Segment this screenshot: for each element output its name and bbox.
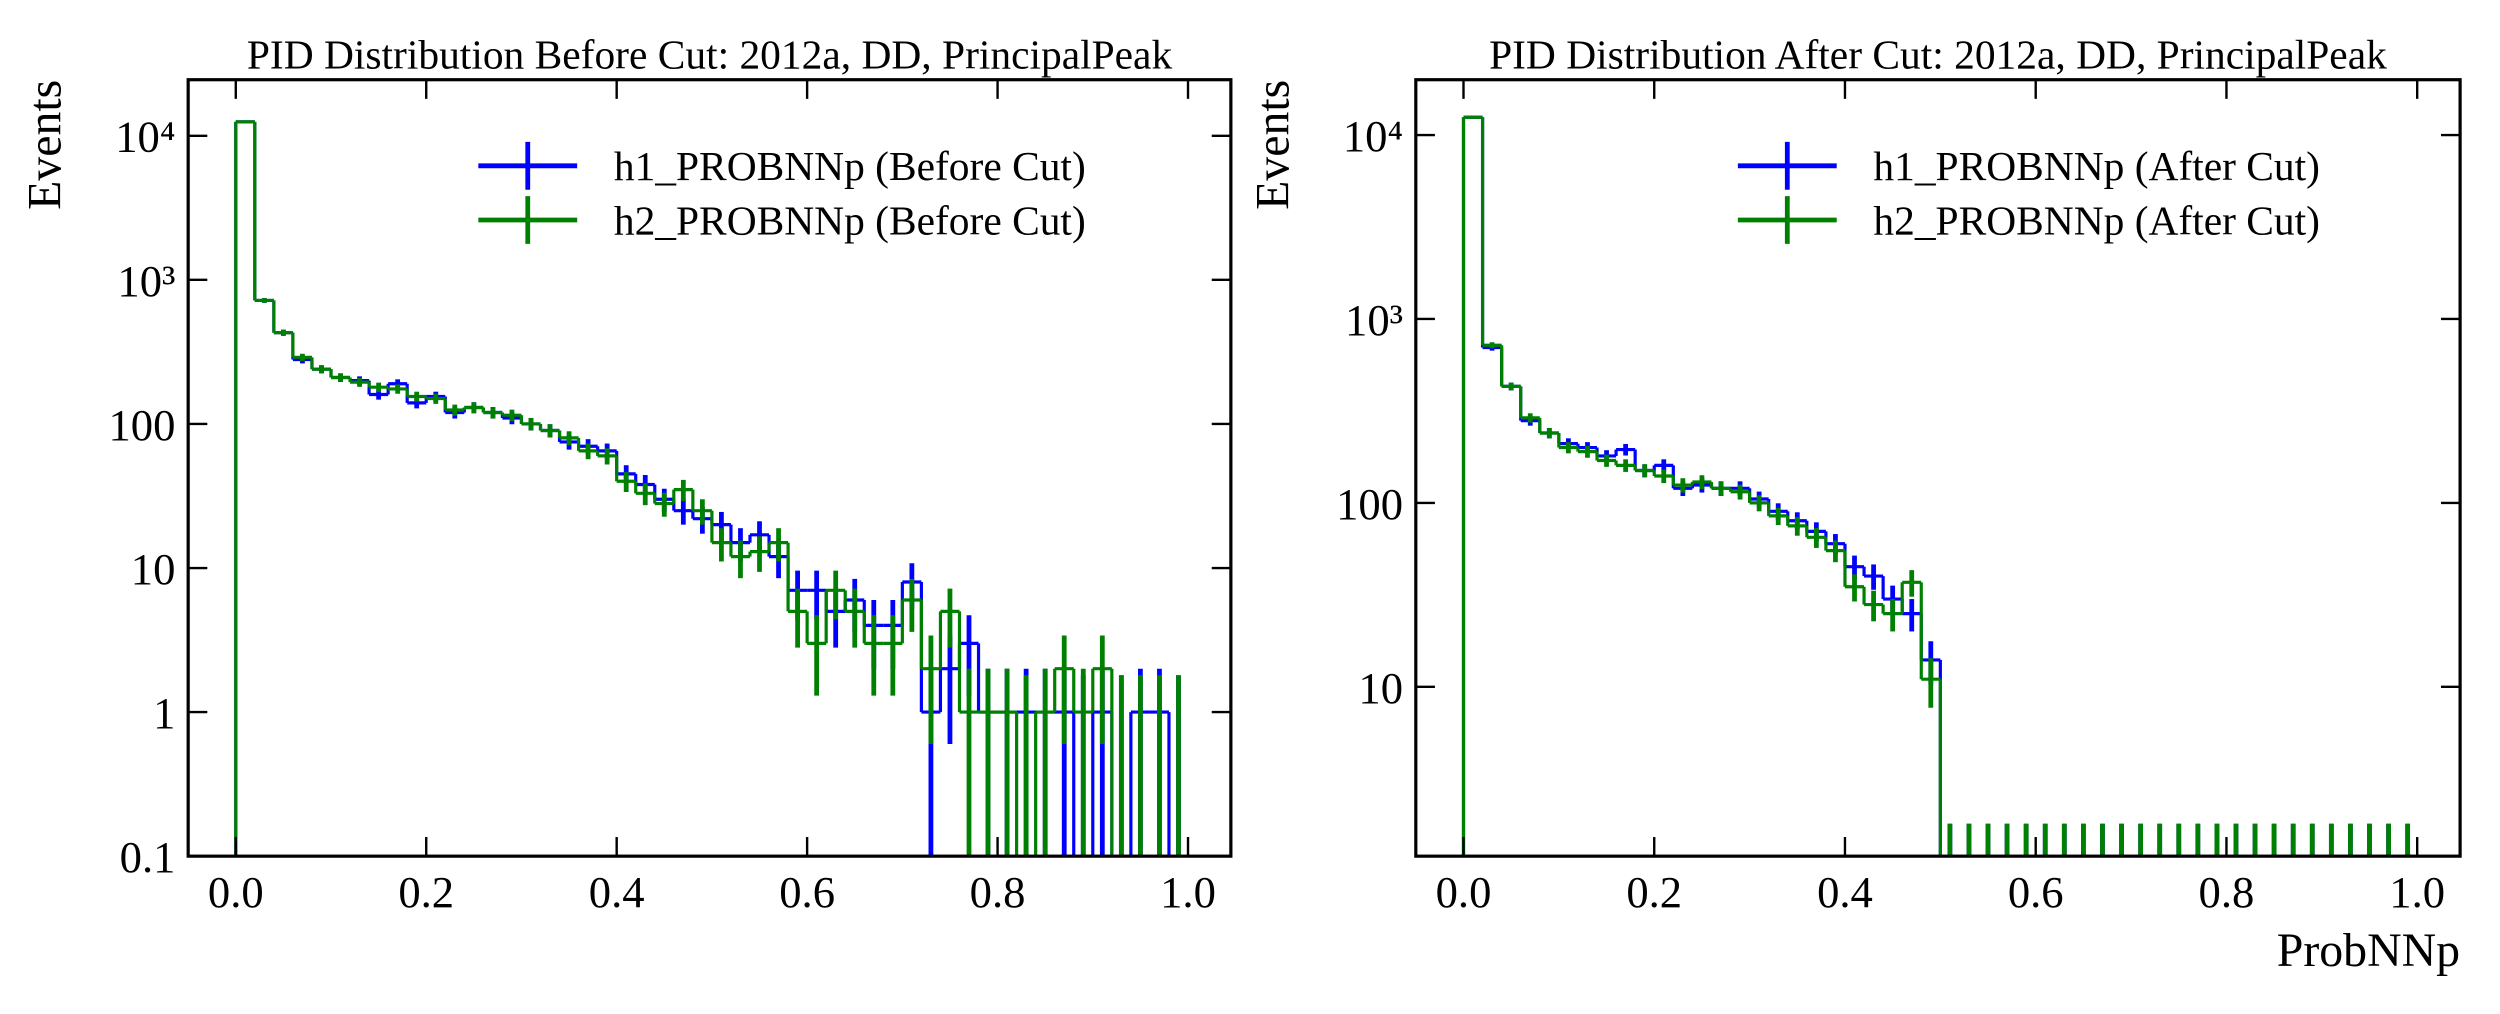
x-tick-label: 0.2 xyxy=(398,867,454,917)
legend-label: h2_PROBNNp (Before Cut) xyxy=(614,197,1086,244)
x-tick-label: 0.0 xyxy=(1436,867,1492,917)
plot-area xyxy=(1461,115,2411,857)
x-axis-label: ProbNNp xyxy=(2277,924,2460,977)
y-axis-label: Events xyxy=(1246,80,1299,210)
y-axis-label: Events xyxy=(19,80,72,210)
x-tick-label: 0.6 xyxy=(2008,867,2064,917)
plot-frame xyxy=(186,78,1233,858)
panel: PID Distribution Before Cut: 2012a, DD, … xyxy=(19,32,1233,917)
legend-label: h2_PROBNNp (After Cut) xyxy=(1873,197,2320,244)
legend-label: h1_PROBNNp (Before Cut) xyxy=(614,143,1086,190)
x-tick-label: 0.0 xyxy=(208,867,264,917)
chart-title: PID Distribution After Cut: 2012a, DD, P… xyxy=(1489,32,2387,78)
y-tick-label: 100 xyxy=(1336,479,1403,529)
x-tick-label: 0.8 xyxy=(970,867,1026,917)
y-tick-label: 10⁴ xyxy=(1343,111,1403,161)
legend-label: h1_PROBNNp (After Cut) xyxy=(1873,143,2320,190)
x-tick-label: 0.8 xyxy=(2199,867,2255,917)
chart-title: PID Distribution Before Cut: 2012a, DD, … xyxy=(247,32,1173,78)
histogram-series xyxy=(234,120,1181,857)
y-tick-label: 1 xyxy=(153,688,175,738)
x-tick-label: 0.6 xyxy=(779,867,835,917)
y-tick-label: 0.1 xyxy=(120,832,176,882)
y-tick-label: 10 xyxy=(1358,663,1403,713)
y-tick-label: 10³ xyxy=(117,256,175,306)
histogram-series xyxy=(1461,115,2411,857)
x-tick-label: 0.4 xyxy=(589,867,645,917)
x-tick-label: 1.0 xyxy=(1160,867,1216,917)
plot-frame xyxy=(1414,78,2462,858)
y-tick-label: 10 xyxy=(131,544,176,594)
plot-area xyxy=(234,120,1181,857)
x-tick-label: 0.2 xyxy=(1626,867,1682,917)
y-tick-label: 10³ xyxy=(1345,295,1403,345)
x-tick-label: 1.0 xyxy=(2389,867,2445,917)
panel: PID Distribution After Cut: 2012a, DD, P… xyxy=(1246,32,2462,977)
x-tick-label: 0.4 xyxy=(1817,867,1873,917)
y-tick-label: 10⁴ xyxy=(115,112,175,162)
y-tick-label: 100 xyxy=(108,400,175,450)
